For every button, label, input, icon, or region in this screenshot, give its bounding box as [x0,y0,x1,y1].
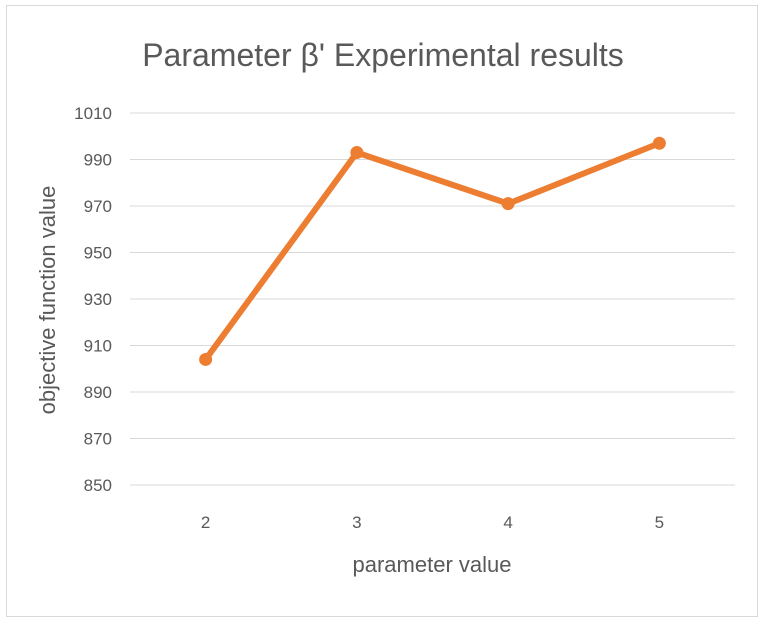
data-point [652,136,666,150]
y-axis-label: objective function value [35,186,60,415]
y-tick-label: 890 [84,383,112,402]
series-line [202,140,663,363]
y-tick-label: 950 [84,244,112,263]
gridlines [130,112,735,486]
data-point [199,352,213,366]
y-tick-label: 1010 [74,104,112,123]
y-tick-label: 930 [84,290,112,309]
y-tick-label: 970 [84,197,112,216]
x-axis-label: parameter value [353,552,512,577]
y-tick-label: 850 [84,476,112,495]
y-tick-label: 870 [84,430,112,449]
chart-title: Parameter β' Experimental results [142,37,624,73]
x-tick-label: 2 [201,513,210,532]
series-group [199,136,666,366]
x-tick-label: 5 [655,513,664,532]
chart-frame [6,5,758,617]
x-tick-label: 4 [503,513,512,532]
y-tick-label: 990 [84,151,112,170]
x-tick-label: 3 [352,513,361,532]
data-point [350,146,364,160]
y-axis-ticks: 850 870 890 910 930 950 970 990 1010 [74,104,112,495]
data-point [501,197,515,211]
y-tick-label: 910 [84,337,112,356]
x-axis-ticks: 2 3 4 5 [201,513,664,532]
